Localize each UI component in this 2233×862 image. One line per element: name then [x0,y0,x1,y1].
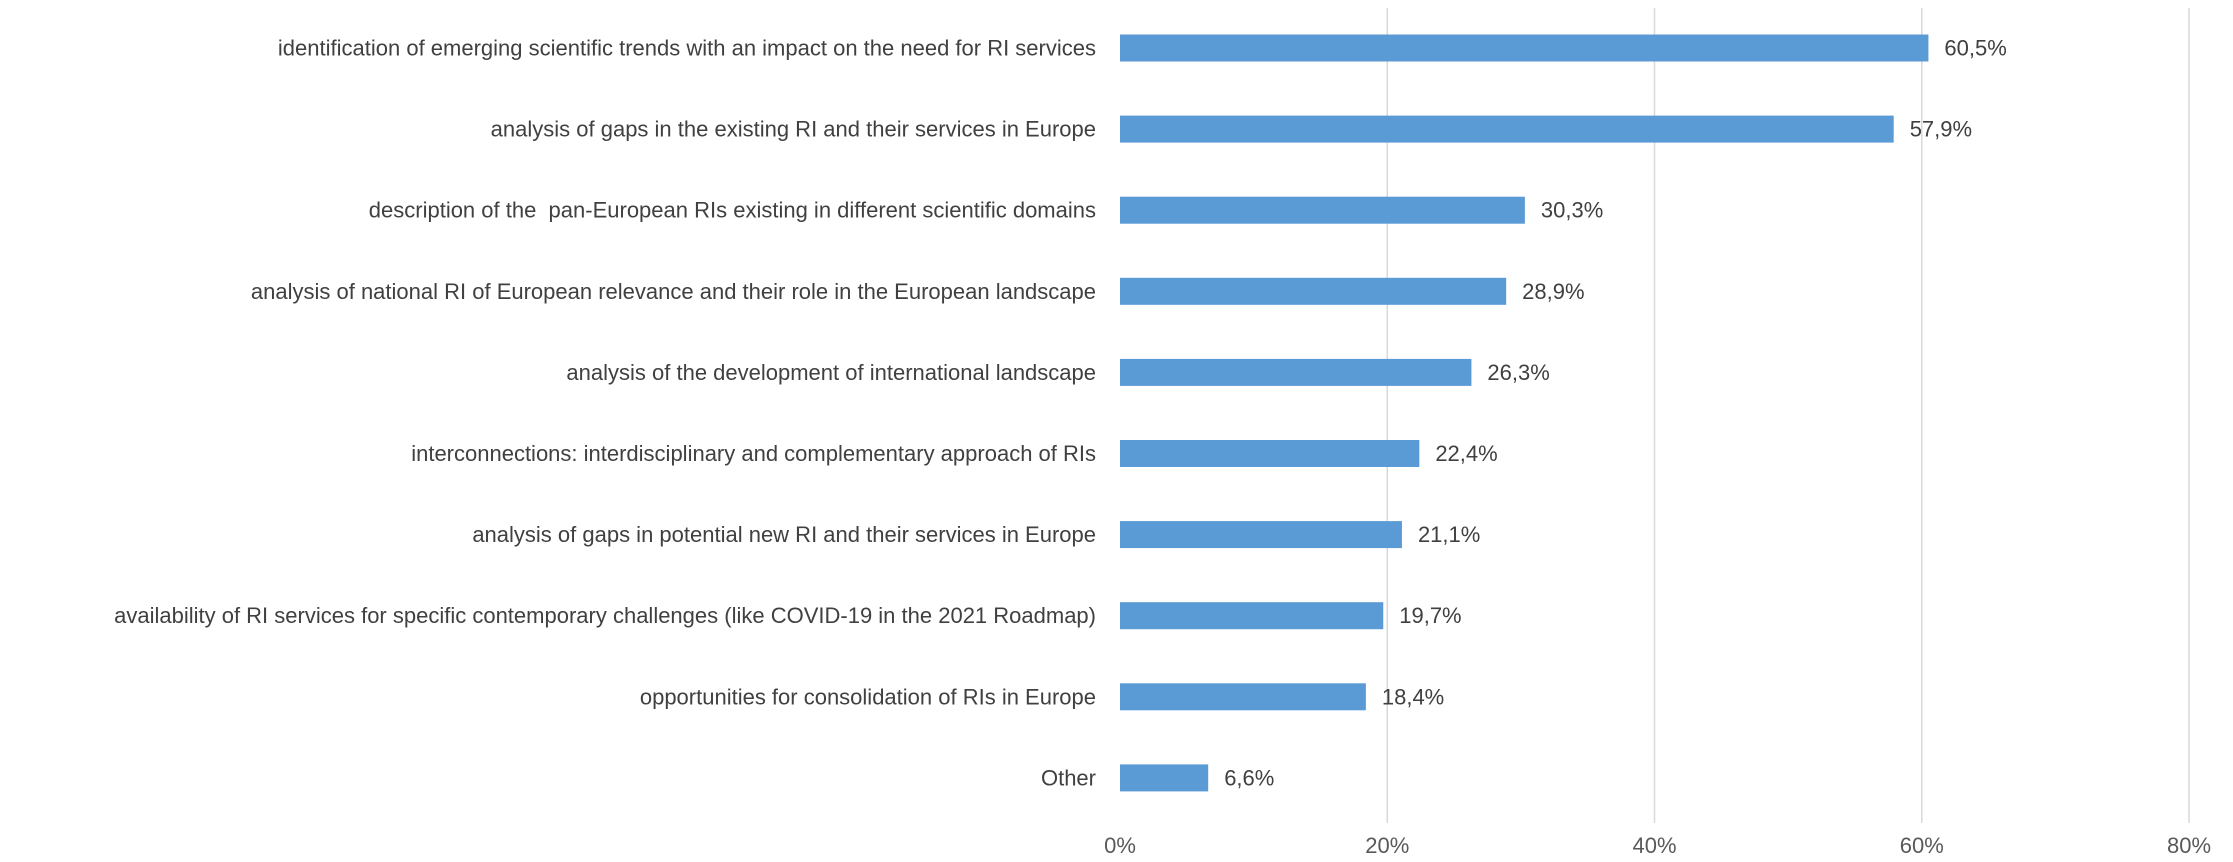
data-label-6: 22,4% [1435,441,1497,466]
x-tick-label-40: 40% [1632,833,1676,858]
bar-6 [1120,440,1420,467]
data-labels: 60,5% 57,9% 30,3% 28,9% 26,3% 22,4% 21,1% 19,7%… [1224,36,2007,791]
data-label-1: 60,5% [1944,36,2006,61]
category-label-1: identification of emerging scientific tr… [278,36,1096,61]
category-label-5: analysis of the development of internati… [566,360,1096,385]
bar-8 [1120,602,1384,630]
bar-10 [1120,764,1209,792]
bar-5 [1120,358,1472,386]
gridlines [1386,8,2190,823]
category-label-10: Other [1041,765,1096,790]
x-axis-tick-labels: 0% 20% 40% 60% 80% [1104,833,2211,858]
category-labels: identification of emerging scientific tr… [114,36,1096,791]
bars [1120,34,1929,792]
data-label-4: 28,9% [1522,279,1584,304]
data-label-2: 57,9% [1910,117,1972,142]
category-label-8: availability of RI services for specific… [114,603,1096,628]
category-label-7: analysis of gaps in potential new RI and… [472,522,1096,547]
category-label-9: opportunities for consolidation of RIs i… [640,684,1096,709]
x-tick-label-80: 80% [2167,833,2211,858]
category-label-4: analysis of national RI of European rele… [251,279,1096,304]
bar-2 [1120,115,1894,143]
data-label-5: 26,3% [1487,360,1549,385]
x-tick-label-60: 60% [1900,833,1944,858]
bar-7 [1120,521,1402,549]
bar-3 [1120,196,1525,224]
x-tick-label-0: 0% [1104,833,1136,858]
category-label-2: analysis of gaps in the existing RI and … [491,117,1096,142]
data-label-10: 6,6% [1224,765,1274,790]
bar-4 [1120,277,1507,305]
category-label-6: interconnections: interdisciplinary and … [411,441,1096,466]
data-label-8: 19,7% [1399,603,1461,628]
data-label-7: 21,1% [1418,522,1480,547]
data-label-3: 30,3% [1541,198,1603,223]
bar-9 [1120,683,1366,711]
category-label-3: description of the pan-European RIs exis… [369,198,1096,223]
x-tick-label-20: 20% [1365,833,1409,858]
bar-1 [1120,34,1929,62]
data-label-9: 18,4% [1382,684,1444,709]
